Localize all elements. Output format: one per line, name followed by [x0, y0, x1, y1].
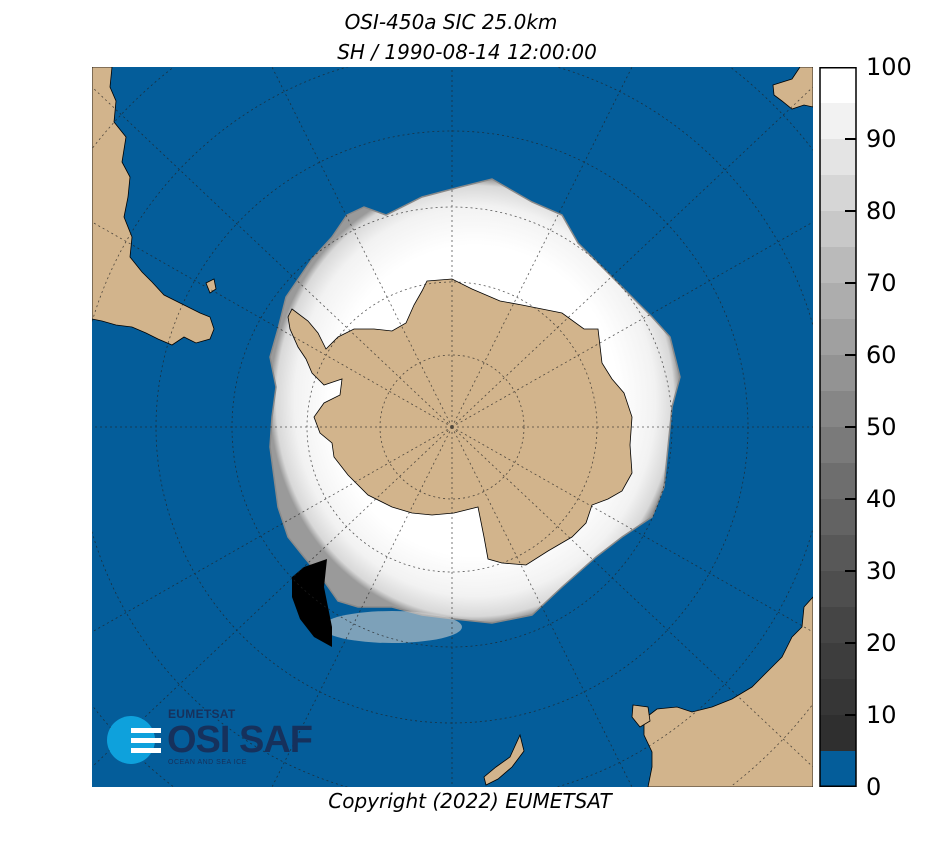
colorbar-label: 50 — [866, 413, 897, 441]
colorbar-bin — [820, 283, 856, 319]
colorbar-bin — [820, 463, 856, 499]
sea-ice-map — [92, 67, 813, 787]
colorbar-bin — [820, 139, 856, 175]
africa-land — [772, 67, 813, 110]
logo-name-text: OSI SAF — [167, 719, 313, 761]
colorbar-bin — [820, 499, 856, 535]
colorbar-bin — [820, 607, 856, 643]
colorbar-bin — [820, 571, 856, 607]
logo-org-text: EUMETSAT — [168, 707, 236, 721]
logo-subtitle-text: OCEAN AND SEA ICE — [168, 759, 247, 766]
australia-land — [643, 596, 813, 787]
colorbar-label: 100 — [866, 53, 912, 81]
colorbar-bin — [820, 427, 856, 463]
copyright-footer: Copyright (2022) EUMETSAT — [328, 789, 612, 813]
colorbar-bin — [820, 67, 856, 103]
colorbar-tick — [845, 354, 856, 356]
colorbar-bin — [820, 247, 856, 283]
colorbar-tick — [845, 714, 856, 716]
osisaf-logo: EUMETSAT OSI SAF OCEAN AND SEA ICE — [105, 706, 315, 776]
new-zealand-land — [483, 733, 525, 786]
colorbar-label: 60 — [866, 341, 897, 369]
colorbar-tick — [845, 498, 856, 500]
south-america-land — [92, 67, 215, 346]
colorbar-tick — [845, 282, 856, 284]
colorbar-bin — [820, 355, 856, 391]
colorbar-bin — [820, 643, 856, 679]
colorbar-bin — [820, 715, 856, 751]
colorbar-label: 40 — [866, 485, 897, 513]
map-subtitle: SH / 1990-08-14 12:00:00 — [337, 40, 597, 64]
colorbar-bin — [820, 679, 856, 715]
colorbar-tick — [845, 426, 856, 428]
colorbar-bin — [820, 535, 856, 571]
colorbar-label: 30 — [866, 557, 897, 585]
map-canvas — [92, 67, 813, 787]
no-data-region — [292, 559, 332, 647]
colorbar-label: 0 — [866, 773, 882, 801]
colorbar-tick — [845, 210, 856, 212]
colorbar — [819, 67, 857, 787]
map-title: OSI-450a SIC 25.0km — [344, 10, 558, 34]
colorbar-bin — [820, 319, 856, 355]
osisaf-logo-icon — [107, 716, 161, 764]
graticule — [92, 67, 813, 787]
colorbar-bin-ocean — [820, 751, 856, 787]
colorbar-bin — [820, 391, 856, 427]
tasmania-land — [631, 704, 651, 728]
colorbar-bin — [820, 103, 856, 139]
colorbar-tick — [845, 570, 856, 572]
colorbar-label: 10 — [866, 701, 897, 729]
colorbar-bin — [820, 175, 856, 211]
antarctica-land — [287, 278, 633, 566]
colorbar-tick — [845, 138, 856, 140]
colorbar-tick — [845, 642, 856, 644]
colorbar-label: 80 — [866, 197, 897, 225]
colorbar-bin — [820, 211, 856, 247]
colorbar-label: 90 — [866, 125, 897, 153]
colorbar-swatches — [819, 67, 857, 787]
falklands-land — [205, 278, 217, 294]
colorbar-label: 20 — [866, 629, 897, 657]
colorbar-label: 70 — [866, 269, 897, 297]
